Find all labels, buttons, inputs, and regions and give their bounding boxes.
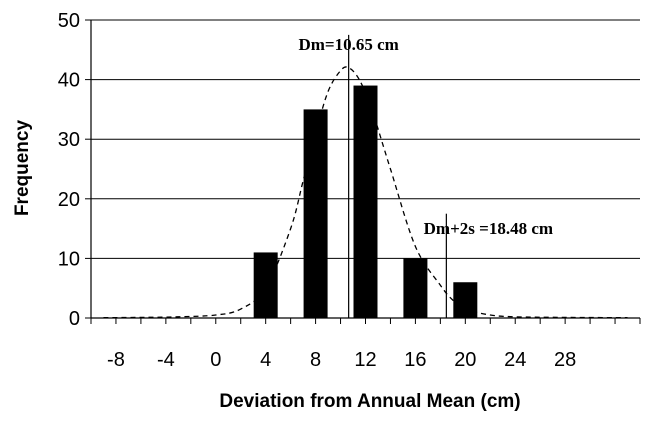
- reference-label-0: Dm=10.65 cm: [298, 35, 398, 54]
- x-tick-label: 20: [454, 349, 476, 371]
- x-tick-label: -8: [107, 349, 125, 371]
- bar-4: [253, 252, 278, 318]
- y-axis-title: Frequency: [12, 120, 33, 217]
- bar-8: [303, 109, 328, 319]
- x-tick-label: -4: [157, 349, 175, 371]
- tick-labels: 0 10 20 30 40 50 -8 -4 0 4 8 12 16 20 24 28: [58, 10, 577, 371]
- x-axis-title: Deviation from Annual Mean (cm): [219, 391, 520, 412]
- bar-16: [403, 258, 428, 318]
- x-tick-label: 16: [404, 349, 426, 371]
- bar-20: [453, 282, 478, 318]
- y-tick-label: 0: [69, 308, 80, 330]
- y-tick-label: 20: [58, 189, 80, 211]
- y-tick-label: 10: [58, 248, 80, 270]
- y-tick-label: 50: [58, 10, 80, 32]
- x-tick-label: 12: [354, 349, 376, 371]
- reference-label-1: Dm+2s =18.48 cm: [424, 219, 553, 238]
- x-tick-label: 4: [260, 349, 271, 371]
- axes: [85, 19, 641, 324]
- y-tick-label: 40: [58, 70, 80, 92]
- x-tick-label: 24: [504, 349, 526, 371]
- x-tick-label: 0: [210, 349, 221, 371]
- bar-12: [353, 85, 378, 318]
- y-tick-label: 30: [58, 129, 80, 151]
- reference-lines: Dm=10.65 cm Dm+2s =18.48 cm: [298, 34, 553, 318]
- bars: [253, 85, 478, 319]
- x-tick-label: 8: [310, 349, 321, 371]
- x-tick-label: 28: [554, 349, 576, 371]
